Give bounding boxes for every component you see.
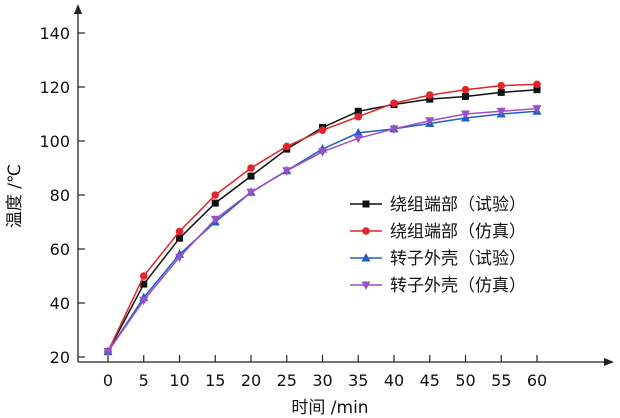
- series-4: [103, 105, 542, 357]
- data-point: [461, 85, 470, 94]
- x-axis-arrow: [604, 358, 614, 366]
- data-point: [282, 167, 292, 176]
- x-tick-label: 45: [420, 371, 440, 390]
- x-axis-label: 时间 /min: [291, 398, 368, 418]
- data-point: [425, 91, 434, 99]
- x-tick-label: 0: [103, 371, 113, 390]
- legend-marker: [362, 227, 370, 235]
- legend-marker: [361, 281, 371, 290]
- data-point: [426, 95, 434, 103]
- legend-item: 转子外壳（试验）: [350, 249, 526, 269]
- x-tick-label: 20: [241, 371, 261, 390]
- data-point: [533, 80, 541, 89]
- data-point: [211, 199, 219, 207]
- legend-marker: [361, 253, 371, 262]
- data-point: [497, 81, 506, 90]
- x-tick-label: 40: [384, 371, 404, 390]
- x-tick-label: 30: [312, 371, 332, 390]
- x-tick-label: 25: [277, 371, 297, 390]
- axes: [74, 4, 614, 366]
- data-point: [318, 148, 327, 157]
- data-point: [247, 164, 255, 172]
- data-point: [354, 112, 363, 121]
- x-tick-label: 50: [455, 371, 475, 390]
- data-point: [282, 142, 291, 151]
- x-tick-label: 35: [348, 371, 368, 390]
- data-point: [175, 227, 184, 236]
- series-2: [104, 80, 541, 356]
- y-tick-label: 60: [50, 240, 70, 259]
- legend-label: 绕组端部（仿真）: [390, 222, 526, 242]
- y-tick-label: 40: [50, 294, 70, 313]
- x-tick-label: 55: [491, 371, 511, 390]
- x-tick-label: 15: [205, 371, 225, 390]
- x-tick-label: 5: [139, 371, 149, 390]
- y-ticks: 20 40 60 80 100 120 140: [39, 24, 85, 367]
- data-point: [103, 348, 113, 357]
- x-ticks: 0 5 10 15 20 25 30 35 40 45 50 55 60: [103, 355, 547, 390]
- legend-label: 绕组端部（试验）: [390, 195, 526, 215]
- data-point: [139, 296, 149, 306]
- data-point: [462, 92, 469, 100]
- data-point: [425, 117, 435, 126]
- data-point: [176, 234, 183, 242]
- y-axis-arrow: [74, 4, 82, 14]
- legend-label: 转子外壳（仿真）: [390, 276, 526, 296]
- legend-item: 转子外壳（仿真）: [350, 276, 526, 296]
- data-point: [140, 280, 148, 288]
- legend-item: 绕组端部（试验）: [350, 195, 526, 215]
- legend-item: 绕组端部（仿真）: [350, 222, 526, 242]
- y-tick-label: 140: [39, 24, 70, 43]
- data-point: [210, 215, 220, 225]
- y-tick-label: 120: [39, 78, 70, 97]
- data-point: [353, 134, 363, 144]
- data-point: [496, 107, 506, 117]
- data-point: [139, 272, 148, 280]
- data-point: [318, 126, 327, 134]
- data-point: [389, 125, 399, 134]
- data-point: [246, 188, 256, 198]
- data-point: [354, 107, 362, 115]
- y-tick-label: 80: [50, 186, 70, 205]
- y-tick-label: 20: [50, 348, 70, 367]
- data-point: [461, 110, 470, 119]
- legend-label: 转子外壳（试验）: [390, 249, 526, 269]
- legend-marker: [362, 200, 370, 208]
- data-point: [353, 127, 363, 137]
- data-point: [175, 253, 184, 263]
- data-point: [211, 191, 220, 199]
- legend: 绕组端部（试验） 绕组端部（仿真） 转子外壳（试验） 转子外壳（仿真）: [350, 195, 526, 296]
- data-point: [247, 172, 255, 180]
- x-tick-label: 10: [169, 371, 189, 390]
- y-tick-label: 100: [39, 132, 70, 151]
- data-point: [533, 86, 541, 94]
- series-group: [103, 80, 542, 357]
- y-axis-label: 温度 /℃: [5, 164, 25, 228]
- data-point: [497, 88, 505, 96]
- data-point: [390, 99, 398, 107]
- data-point: [532, 105, 542, 114]
- x-tick-label: 60: [527, 371, 547, 390]
